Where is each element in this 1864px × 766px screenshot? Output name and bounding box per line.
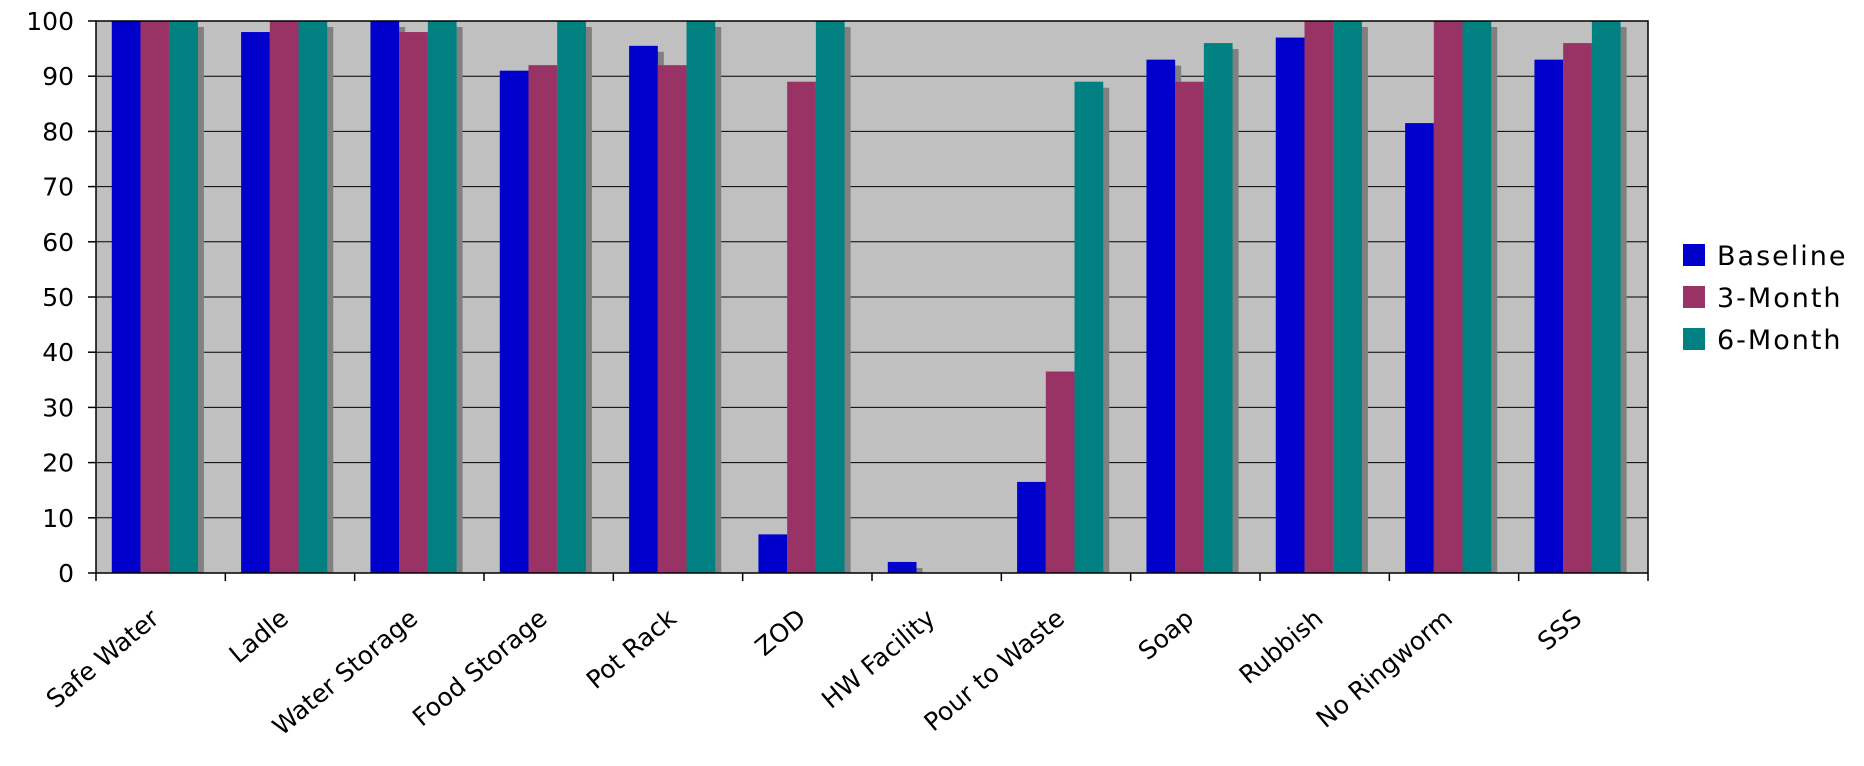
category-label: ZOD bbox=[750, 603, 812, 661]
y-tick-label: 100 bbox=[26, 7, 74, 36]
y-tick-label: 50 bbox=[42, 283, 74, 312]
bar-baseline bbox=[887, 561, 917, 573]
bar-3-month bbox=[787, 81, 816, 573]
bar-6-month bbox=[298, 21, 328, 573]
y-tick-label: 90 bbox=[42, 62, 74, 91]
category-label: SSS bbox=[1532, 603, 1587, 656]
category-label: Ladle bbox=[224, 603, 294, 669]
bar-3-month bbox=[269, 21, 299, 573]
y-tick-label: 30 bbox=[42, 393, 74, 422]
legend-swatch bbox=[1683, 328, 1705, 350]
y-tick-label: 20 bbox=[42, 449, 74, 478]
y-tick-label: 10 bbox=[42, 504, 74, 533]
bar-baseline bbox=[499, 70, 529, 574]
bar-baseline bbox=[758, 534, 788, 573]
legend-swatch bbox=[1683, 244, 1705, 266]
bar-6-month bbox=[557, 21, 586, 573]
category-label: Safe Water bbox=[41, 603, 165, 714]
bar-baseline bbox=[241, 32, 270, 574]
bar-3-month bbox=[528, 65, 558, 573]
legend: Baseline 3-Month 6-Month bbox=[1683, 241, 1847, 356]
category-label: Rubbish bbox=[1234, 603, 1329, 689]
y-tick-label: 40 bbox=[42, 338, 74, 367]
bar-3-month bbox=[657, 65, 687, 573]
bar-3-month bbox=[1175, 81, 1204, 573]
bar-baseline bbox=[111, 21, 141, 573]
legend-swatch bbox=[1683, 286, 1705, 308]
bar-3-month bbox=[1304, 21, 1334, 573]
bars bbox=[111, 21, 1627, 574]
bar-baseline bbox=[629, 45, 658, 573]
bar-3-month bbox=[399, 32, 428, 574]
legend-label: Baseline bbox=[1717, 241, 1847, 272]
bar-6-month bbox=[427, 21, 457, 573]
category-label: HW Facility bbox=[816, 603, 941, 714]
bar-6-month bbox=[686, 21, 716, 573]
category-label: Food Storage bbox=[407, 603, 553, 732]
axes bbox=[88, 20, 1649, 581]
bar-3-month bbox=[1563, 43, 1592, 573]
y-tick-label: 70 bbox=[42, 173, 74, 202]
bar-baseline bbox=[1534, 59, 1564, 573]
y-tick-label: 80 bbox=[42, 117, 74, 146]
legend-label: 6-Month bbox=[1717, 325, 1843, 356]
bar-baseline bbox=[1275, 37, 1305, 574]
bar-baseline bbox=[1146, 59, 1176, 573]
legend-label: 3-Month bbox=[1717, 283, 1843, 314]
bar-baseline bbox=[1017, 481, 1046, 573]
bar-6-month bbox=[1203, 43, 1233, 573]
bar-6-month bbox=[1333, 21, 1362, 573]
bar-6-month bbox=[1462, 21, 1492, 573]
bar-6-month bbox=[1591, 21, 1621, 573]
bar-6-month bbox=[815, 21, 845, 573]
bar-3-month bbox=[1045, 371, 1075, 573]
bar-baseline bbox=[1405, 123, 1434, 574]
category-label: Pot Rack bbox=[581, 603, 682, 695]
category-label: Pour to Waste bbox=[918, 603, 1069, 737]
category-label: No Ringworm bbox=[1311, 603, 1458, 733]
bar-3-month bbox=[1433, 21, 1463, 573]
category-label: Soap bbox=[1133, 603, 1199, 665]
bar-6-month bbox=[169, 21, 198, 573]
bar-6-month bbox=[1074, 81, 1104, 573]
bar-3-month bbox=[140, 21, 170, 573]
y-tick-label: 60 bbox=[42, 228, 74, 257]
bar-baseline bbox=[370, 21, 400, 573]
y-tick-label: 0 bbox=[58, 559, 74, 588]
